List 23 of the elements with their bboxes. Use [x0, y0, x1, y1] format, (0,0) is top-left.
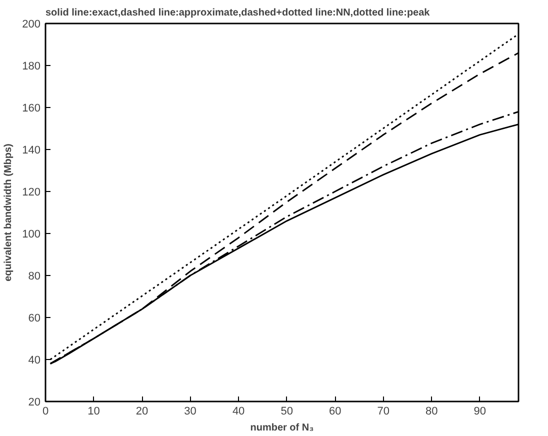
x-tick-label: 70 — [377, 406, 390, 418]
y-tick-label: 60 — [28, 312, 41, 324]
y-tick-label: 100 — [22, 228, 41, 240]
x-tick-label: 80 — [426, 406, 438, 418]
x-tick-label: 50 — [280, 406, 293, 418]
y-tick-label: 140 — [22, 144, 41, 156]
x-tick-label: 90 — [474, 406, 486, 418]
y-tick-label: 40 — [28, 354, 41, 366]
x-tick-label: 30 — [184, 406, 196, 418]
x-tick-label: 0 — [42, 406, 49, 418]
x-tick-label: 10 — [88, 406, 100, 418]
y-tick-label: 200 — [22, 18, 41, 30]
y-tick-label: 160 — [22, 102, 41, 114]
y-axis-title: equivalent bandwidth (Mbps) — [3, 144, 14, 282]
x-tick-label: 60 — [328, 406, 342, 418]
x-tick-label: 20 — [136, 406, 148, 418]
y-tick-label: 180 — [22, 60, 41, 72]
x-tick-label: 40 — [232, 406, 245, 418]
x-axis-title: number of N₃ — [250, 422, 314, 434]
y-tick-label: 120 — [22, 186, 41, 198]
y-tick-label: 20 — [28, 396, 41, 408]
y-tick-label: 80 — [28, 270, 41, 282]
chart-title: solid line:exact,dashed line:approximate,dashed+dotted line:NN,dotted line:peak — [46, 8, 430, 18]
